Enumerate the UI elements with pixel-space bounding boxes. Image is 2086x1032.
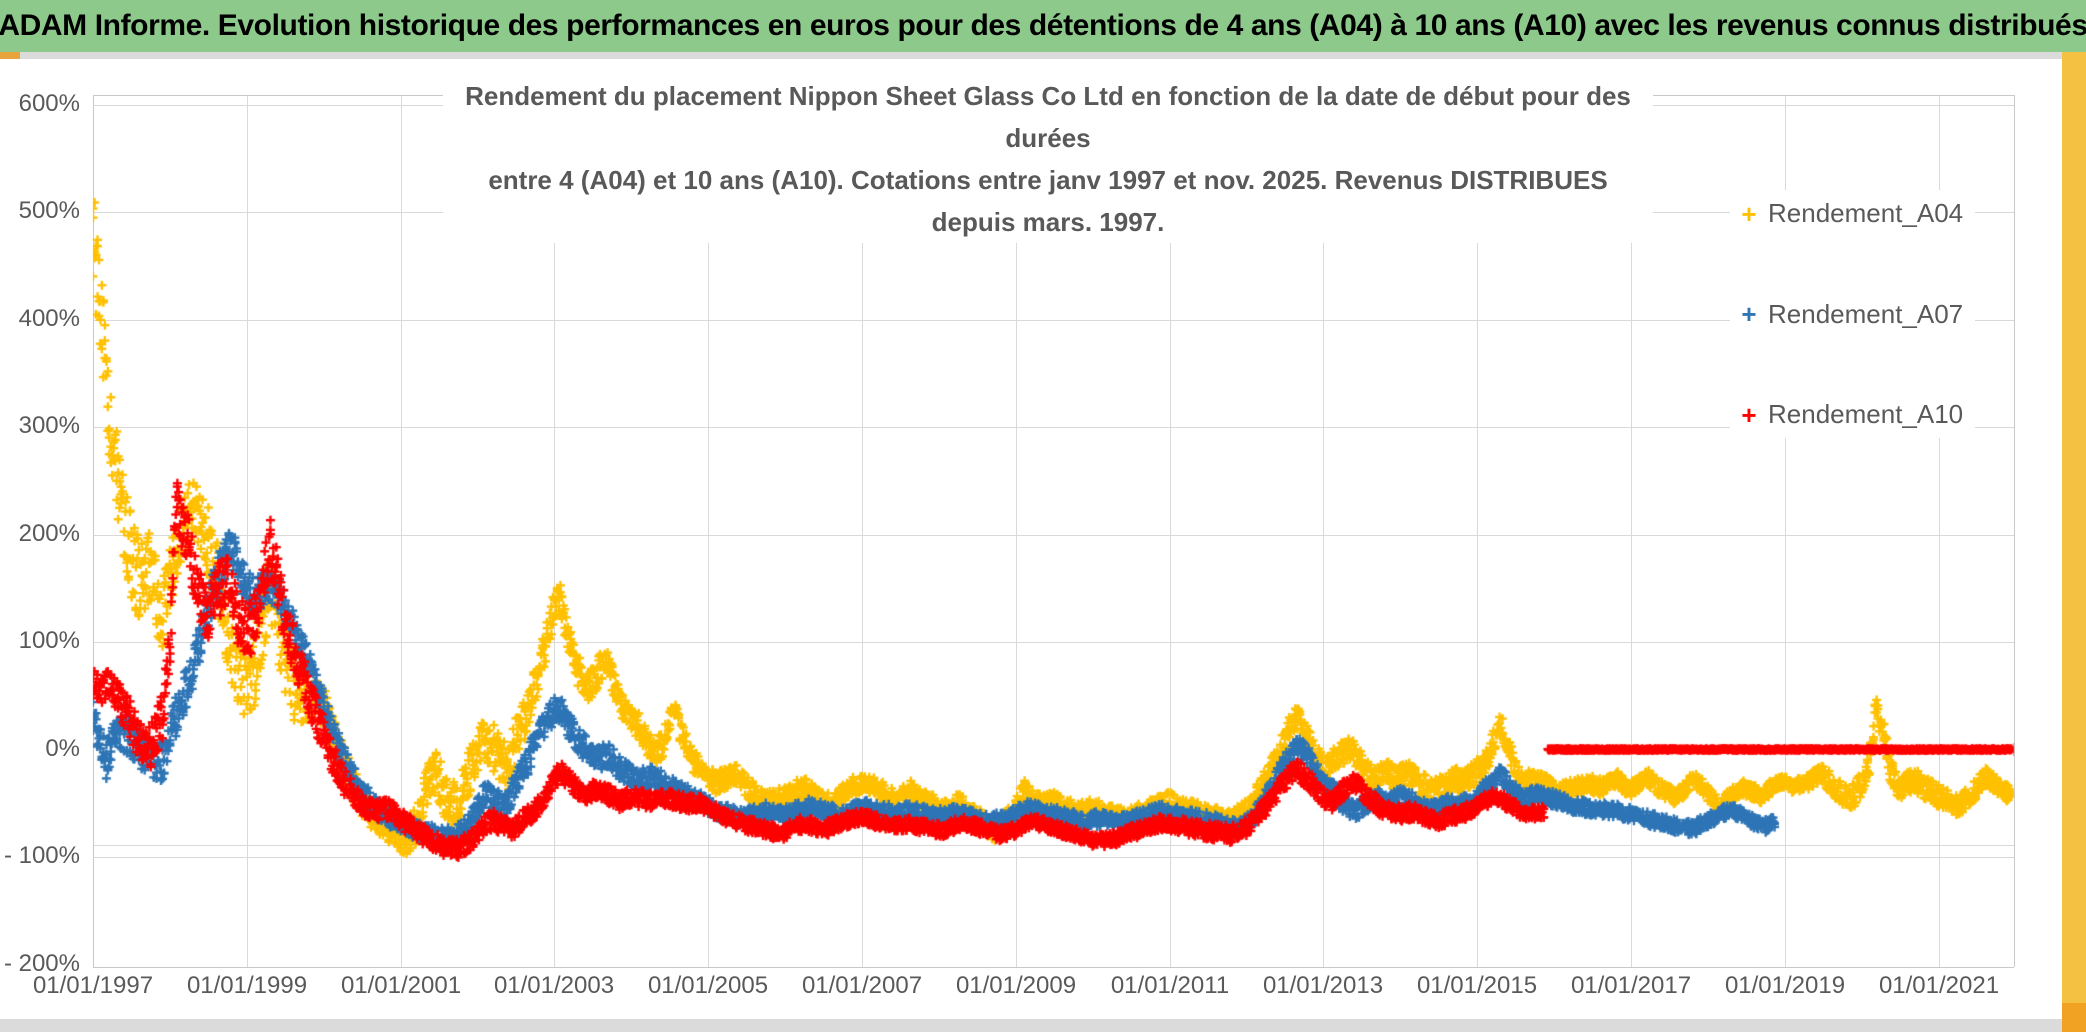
- chart-title-line2: entre 4 (A04) et 10 ans (A10). Cotations…: [488, 165, 1608, 237]
- legend-label: Rendement_A07: [1768, 298, 1964, 329]
- legend-item-Rendement_A10[interactable]: + Rendement_A10: [1730, 399, 1975, 430]
- legend-label: Rendement_A10: [1768, 399, 1964, 429]
- legend-item-Rendement_A07[interactable]: + Rendement_A07: [1730, 299, 1975, 330]
- plus-marker-icon: +: [1741, 198, 1757, 229]
- legend-label: Rendement_A04: [1768, 198, 1964, 228]
- plus-marker-icon: +: [1741, 399, 1757, 430]
- chart-title-line1: Rendement du placement Nippon Sheet Glas…: [465, 81, 1631, 153]
- plus-marker-icon: +: [1741, 299, 1757, 329]
- legend-item-Rendement_A04[interactable]: + Rendement_A04: [1730, 198, 1975, 229]
- chart-legend: + Rendement_A04 + Rendement_A07 + Rendement_A…: [1730, 190, 1975, 438]
- chart-title: Rendement du placement Nippon Sheet Glas…: [443, 75, 1653, 243]
